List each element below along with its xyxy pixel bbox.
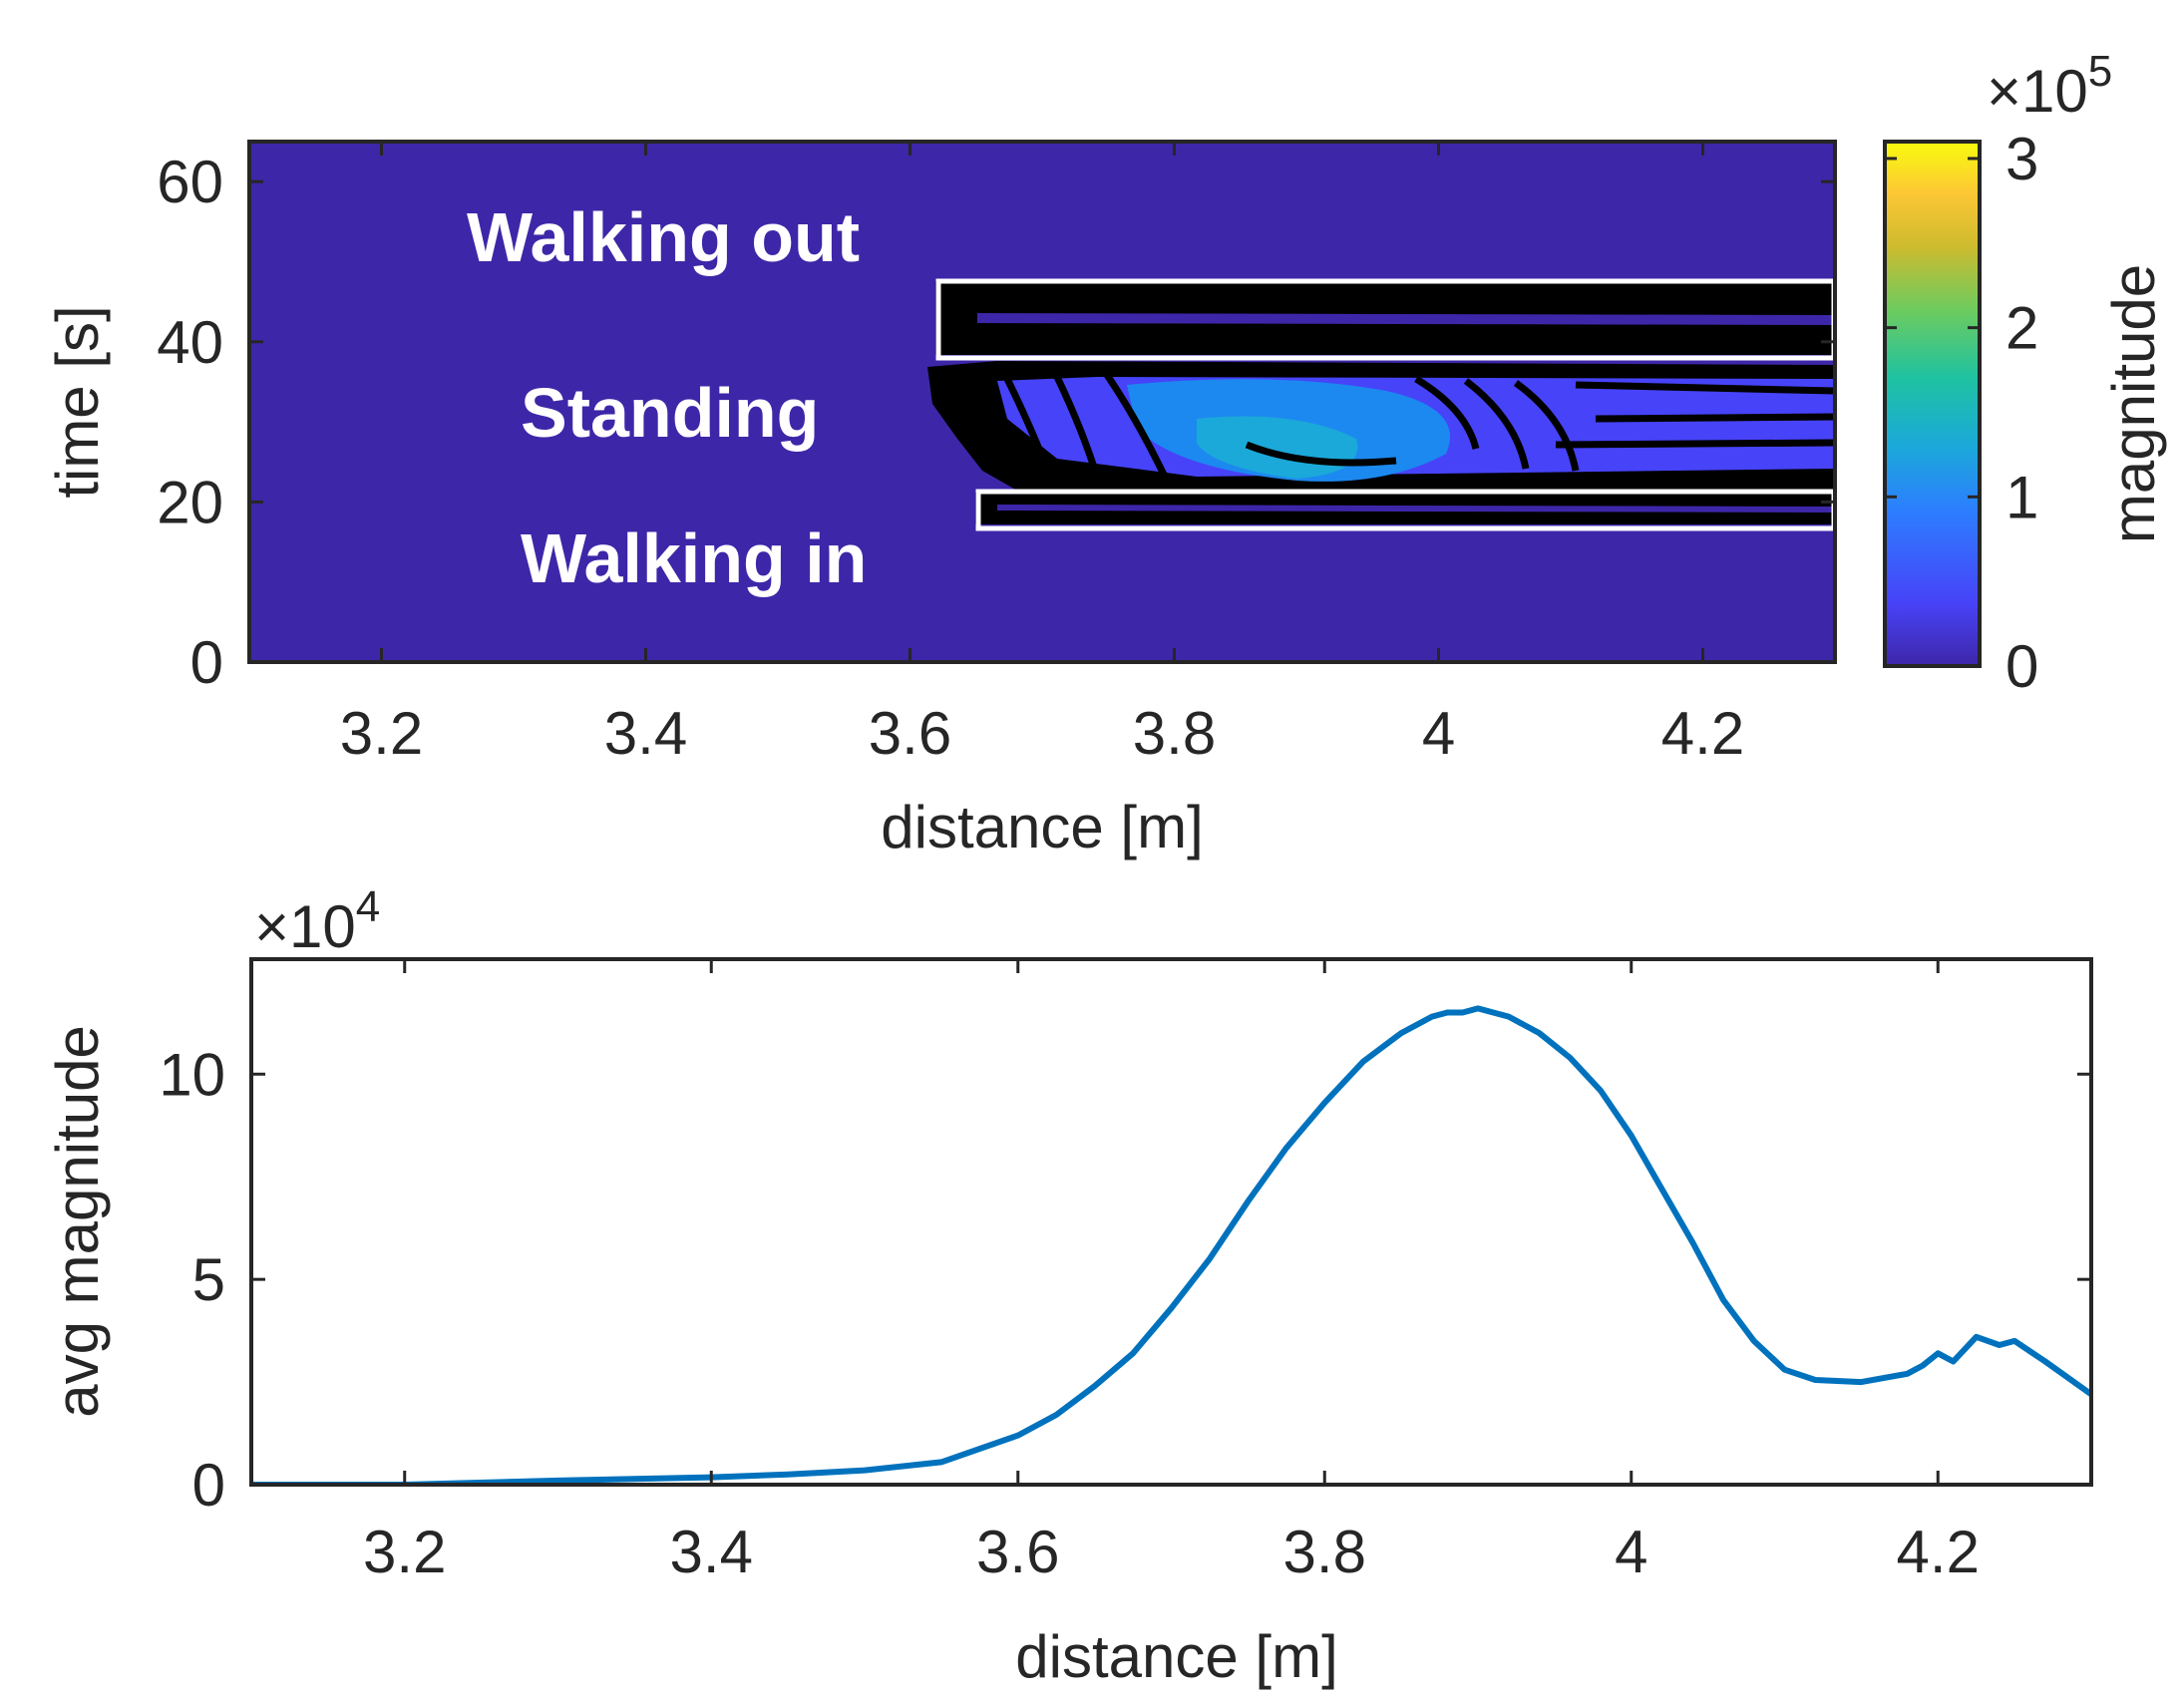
heatmap-panel: Walking out Standing Walking in 3.2 3.4 3.… [44, 140, 1837, 860]
colorbar-tick-label: 1 [2005, 464, 2038, 530]
line-plot-x-tick-label: 4 [1615, 1519, 1647, 1585]
region-label-standing: Standing [521, 374, 819, 452]
line-plot-x-tick-label: 3.6 [976, 1519, 1059, 1585]
heatmap-walking-out-streak [977, 313, 1835, 325]
line-plot-x-tick-label: 3.8 [1283, 1519, 1366, 1585]
heatmap-content [927, 281, 1835, 524]
heatmap-y-ticks: 0 20 40 60 [157, 149, 1835, 696]
heatmap-y-tick-label: 60 [157, 149, 223, 215]
line-plot-y-tick-label: 10 [159, 1041, 225, 1108]
region-label-walking-out: Walking out [467, 198, 860, 276]
line-plot-y-ticks: 0 5 10 [159, 1041, 2091, 1519]
heatmap-x-ticks: 3.2 3.4 3.6 3.8 4 4.2 [340, 142, 1744, 767]
heatmap-y-axis-label: time [s] [44, 305, 111, 498]
line-plot-x-tick-label: 4.2 [1897, 1519, 1980, 1585]
heatmap-x-axis-label: distance [m] [881, 794, 1203, 860]
line-plot-y-tick-label: 5 [192, 1246, 225, 1313]
line-plot-x-ticks: 3.2 3.4 3.6 3.8 4 4.2 [363, 959, 1980, 1585]
line-plot-x-tick-label: 3.2 [363, 1519, 446, 1585]
line-plot-x-axis-label: distance [m] [1015, 1623, 1337, 1690]
line-plot-y-tick-label: 0 [192, 1452, 225, 1519]
colorbar-label: magnitude [2100, 264, 2167, 543]
colorbar-tick-label: 0 [2005, 633, 2038, 700]
colorbar-gradient [1883, 140, 1982, 668]
line-plot-background [251, 959, 2091, 1485]
heatmap-axes-frame [247, 140, 1837, 664]
line-plot-y-axis-label: avg magnitude [44, 1025, 111, 1418]
heatmap-x-tick-label: 3.8 [1133, 700, 1216, 767]
region-label-walking-in: Walking in [521, 519, 867, 597]
colorbar-ticks: 0 1 2 3 [1885, 126, 2038, 700]
colorbar-exponent: ×105 [1987, 47, 2112, 125]
heatmap-x-tick-label: 4 [1422, 700, 1455, 767]
colorbar-tick-label: 3 [2005, 126, 2038, 192]
heatmap-walking-in-streak [997, 505, 1835, 512]
heatmap-y-tick-label: 20 [157, 469, 223, 535]
heatmap-y-tick-label: 0 [190, 629, 223, 696]
colorbar: 0 1 2 3 ×105 magnitude [1883, 47, 2167, 700]
line-plot-exponent: ×104 [254, 882, 380, 960]
heatmap-contour-lines [1003, 373, 1835, 483]
heatmap-y-tick-label: 40 [157, 309, 223, 376]
avg-magnitude-line [251, 1005, 2091, 1485]
heatmap-x-tick-label: 3.4 [604, 700, 687, 767]
heatmap-x-tick-label: 3.6 [869, 700, 951, 767]
heatmap-x-tick-label: 3.2 [340, 700, 423, 767]
heatmap-x-tick-label: 4.2 [1661, 700, 1744, 767]
line-plot-x-tick-label: 3.4 [670, 1519, 753, 1585]
colorbar-tick-label: 2 [2005, 295, 2038, 362]
line-plot-axes-frame [249, 957, 2093, 1487]
